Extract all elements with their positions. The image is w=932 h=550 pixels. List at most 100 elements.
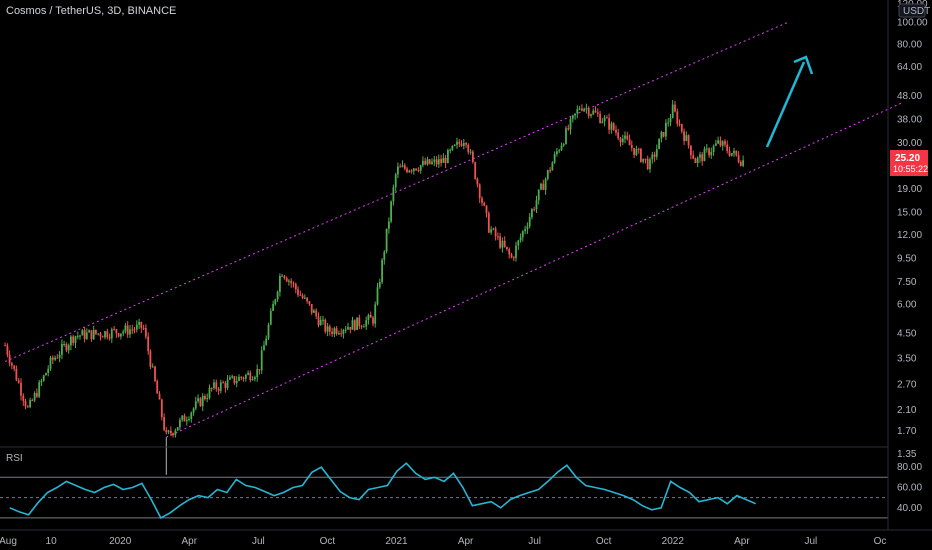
candle-body (190, 412, 193, 419)
candle-body (172, 433, 174, 435)
candle-body (433, 159, 436, 162)
candle-body (537, 189, 540, 201)
price-tick-label: 19.00 (897, 184, 922, 195)
candle-body (274, 299, 277, 304)
candle-body (474, 162, 477, 179)
rsi-tick-label: 40.00 (897, 503, 922, 514)
time-tick-label: Oc (874, 536, 887, 547)
candle-body (628, 139, 631, 146)
arrow-head (793, 55, 814, 75)
candle-body (4, 345, 6, 347)
candle-body (99, 333, 102, 337)
candle-body (124, 325, 127, 332)
candle-body (297, 289, 299, 295)
candle-body (449, 149, 452, 151)
candle-body (219, 382, 222, 391)
candle-body (104, 331, 106, 338)
candle-body (170, 430, 172, 434)
candle-body (655, 149, 658, 157)
candle-body (113, 329, 115, 331)
candle-body (521, 231, 524, 238)
candle-body (553, 154, 556, 163)
candle-body (528, 217, 531, 227)
candle-body (417, 170, 420, 172)
candle-body (319, 319, 322, 326)
candle-body (653, 154, 656, 157)
candle-body (101, 336, 104, 338)
candle-body (122, 331, 125, 334)
candles (4, 99, 744, 475)
candle-body (272, 304, 274, 311)
candle-body (678, 123, 681, 125)
time-tick-label: Jul (528, 536, 541, 547)
candle-body (569, 118, 572, 130)
candle-body (247, 372, 249, 375)
price-tick-label: 6.00 (897, 300, 917, 311)
time-axis[interactable]: Aug 10 2020 Apr Jul Oct 2021 Apr Jul Oct 2022 Apr Ju… (0, 536, 886, 547)
candle-body (651, 154, 654, 160)
candle-body (163, 417, 165, 430)
candle-body (596, 112, 599, 114)
candle-body (61, 344, 63, 355)
candle-body (499, 236, 501, 248)
candle-body (15, 368, 18, 381)
candle-body (562, 143, 565, 146)
price-axis[interactable]: 120.00100.0080.0064.0048.0038.0030.0019.… (897, 0, 928, 460)
price-tick-label: 100.00 (897, 17, 928, 28)
candle-body (276, 291, 279, 300)
candle-body (490, 229, 492, 233)
candle-body (347, 327, 349, 330)
candle-body (594, 110, 597, 113)
candle-body (22, 395, 25, 401)
candle-body (440, 159, 442, 163)
candle-body (617, 132, 620, 139)
candle-body (135, 324, 138, 330)
price-tick-label: 1.35 (897, 449, 917, 460)
candle-body (67, 345, 70, 351)
candle-body (619, 138, 622, 143)
candle-body (540, 183, 542, 190)
candle-body (374, 304, 377, 324)
candle-body (33, 393, 36, 401)
candle-body (83, 330, 86, 339)
candle-body (646, 158, 649, 169)
candle-body (721, 141, 724, 146)
candle-body (133, 329, 136, 331)
candle-body (154, 366, 156, 381)
candle-body (72, 336, 75, 343)
time-tick-label: Apr (182, 536, 198, 547)
candle-body (310, 304, 313, 313)
candle-body (510, 254, 513, 258)
channel-lower-line (166, 101, 904, 438)
candle-body (637, 148, 640, 150)
candle-body (705, 148, 708, 150)
candle-body (565, 128, 567, 144)
candle-body (676, 111, 679, 124)
candle-body (472, 151, 474, 163)
candle-body (487, 213, 490, 233)
candle-body (608, 118, 610, 130)
candle-body (649, 159, 651, 170)
candle-body (40, 380, 43, 383)
candle-body (301, 295, 304, 298)
candle-body (717, 140, 719, 144)
candle-body (188, 418, 190, 421)
currency-badge[interactable]: USDT (898, 3, 930, 18)
candle-body (351, 320, 354, 330)
candle-body (674, 104, 676, 112)
candle-body (65, 344, 68, 351)
candle-body (630, 145, 633, 148)
candle-body (526, 226, 529, 230)
candle-body (256, 369, 259, 378)
candle-body (437, 159, 440, 165)
candle-body (576, 109, 579, 114)
candle-body (462, 143, 465, 146)
candle-body (742, 160, 744, 166)
candle-body (603, 117, 606, 122)
channel-lines (4, 21, 904, 438)
candle-body (408, 170, 411, 173)
candle-body (635, 148, 638, 156)
candle-body (640, 148, 642, 162)
rsi-panel[interactable]: RSI 80.00 60.00 40.00 (0, 446, 922, 519)
